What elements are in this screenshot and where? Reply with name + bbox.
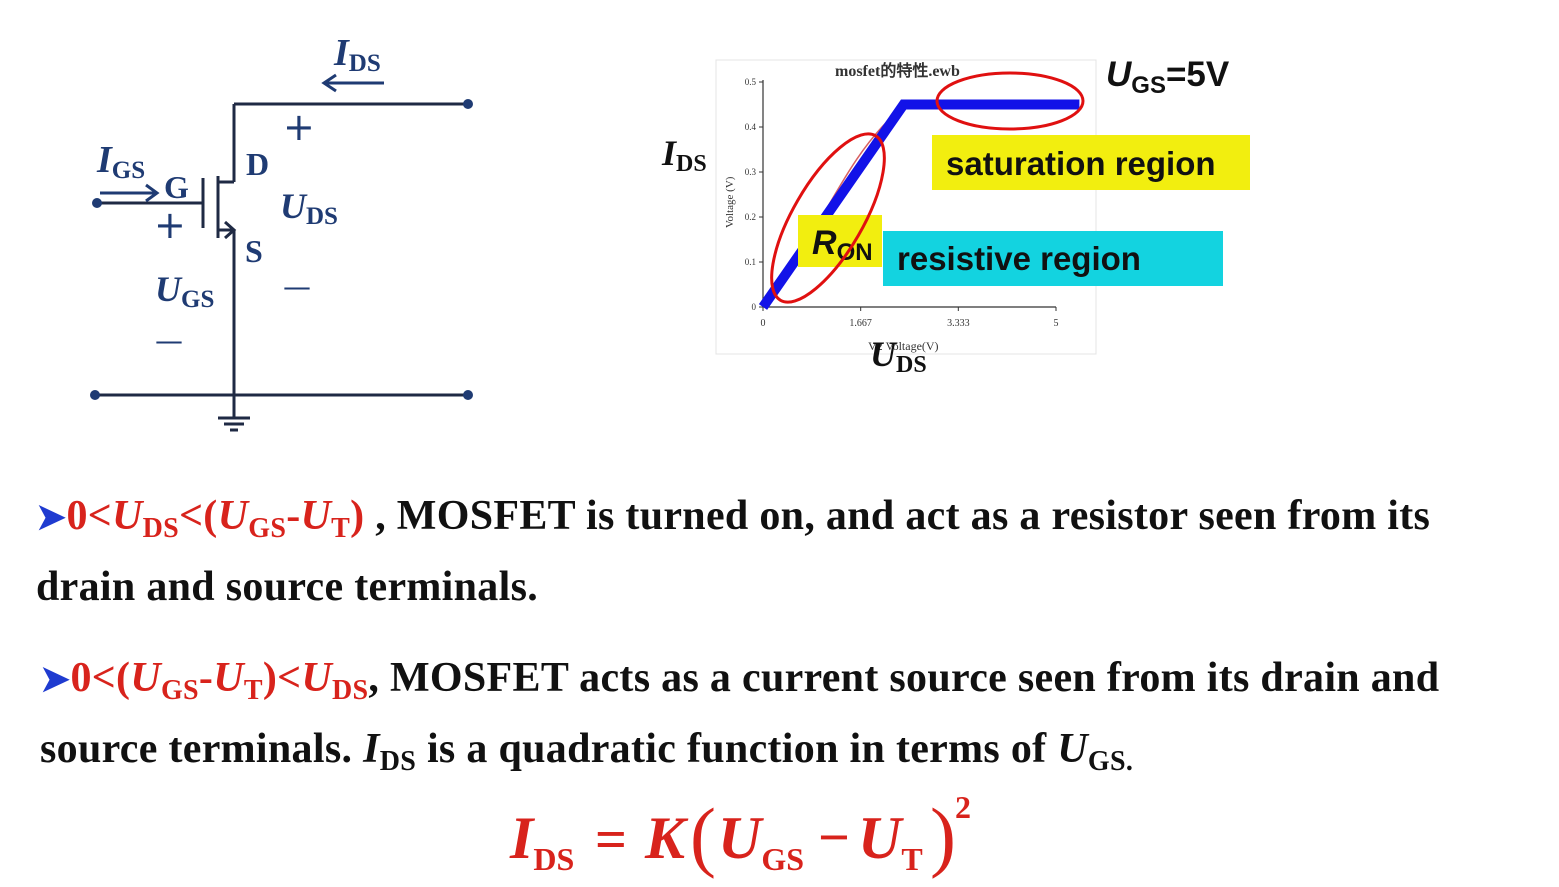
ids-top-label: IDS [333,32,381,77]
x-tick-label: 0 [761,318,766,329]
chart-title: mosfet的特性.ewb [835,61,960,80]
ids-arrow-icon [321,73,384,93]
mosfet-circuit [95,102,468,432]
formula-ugs: UGS [718,805,804,877]
x-ticks: 0 1.667 3.333 5 [761,307,1059,329]
resistive-region-box [883,231,1223,286]
ugs-label: UGS [155,269,214,313]
saturation-ellipse [935,71,1085,131]
characteristic-chart: mosfet的特性.ewb 0 0.1 0.2 0.3 0.4 0.5 0 1.667 3.3… [661,55,1250,378]
formula: IDS = K ( UGS − UT ) 2 [509,789,971,879]
igs-arrow-icon [100,183,160,203]
resistive-region-label: resistive region [897,240,1141,277]
formula-k: K [644,805,689,871]
y-tick-label: 0.3 [745,167,757,177]
x-axis-label: V2 Voltage(V) [868,339,939,353]
drain-label: D [246,146,269,182]
condition-2-expression: 0<(UGS-UT)<UDS [70,655,369,706]
uds-label: UDS [280,186,338,230]
saturation-region-box [932,135,1250,190]
y-tick-label: 0.1 [745,257,756,267]
y-tick-label: 0.2 [745,212,756,222]
chart-ids-label: IDS [661,133,707,177]
formula-minus: − [818,807,850,869]
formula-paren-close: ) [930,792,956,879]
uds-minus: — [283,270,311,303]
x-tick-label: 3.333 [947,318,970,329]
ugs-plus: + [154,203,186,247]
y-ticks: 0 0.1 0.2 0.3 0.4 0.5 [745,77,763,312]
condition-1-line-2: drain and source terminals. [36,564,539,610]
formula-ut: UT [858,805,923,877]
source-label: S [245,233,263,269]
terminal-dots [90,99,473,400]
ugs-value-label: UGS=5V [1106,55,1230,99]
gate-label: G [164,169,189,205]
condition-1-line-1: ➤0<UDS<(UGS-UT) , MOSFET is turned on, a… [36,492,1431,544]
formula-equals: = [595,809,627,871]
y-tick-label: 0.5 [745,77,757,87]
bullet-arrow-icon: ➤ [40,659,71,699]
y-axis-label: Voltage (V) [724,176,736,228]
y-tick-label: 0.4 [745,122,757,132]
uds-plus: + [283,105,315,149]
condition-1-description: , MOSFET is turned on, and act as a resi… [364,493,1431,539]
x-tick-label: 5 [1054,318,1059,329]
formula-exponent: 2 [955,789,971,825]
y-tick-label: 0 [752,302,757,312]
formula-lhs: IDS [509,805,574,877]
bullet-arrow-icon: ➤ [36,497,67,537]
igs-label: IGS [96,139,145,184]
resistive-ellipse [770,132,886,304]
terminal-drain [463,99,473,109]
terminal-ground-right [463,390,473,400]
formula-paren-open: ( [690,792,716,879]
condition-2-description: , MOSFET acts as a current source seen f… [368,655,1440,701]
terminal-ground-left [90,390,100,400]
terminal-gate [92,198,102,208]
saturation-region-label: saturation region [946,145,1216,182]
x-tick-label: 1.667 [849,318,872,329]
ugs-minus: — [155,324,183,357]
condition-2-line-1: ➤0<(UGS-UT)<UDS, MOSFET acts as a curren… [40,654,1440,706]
condition-1-expression: 0<UDS<(UGS-UT) [66,493,365,544]
ron-box [798,215,882,267]
chart-uds-label: UDS [870,334,927,378]
condition-2-line-2: source terminals. IDS is a quadratic fun… [40,726,1134,777]
